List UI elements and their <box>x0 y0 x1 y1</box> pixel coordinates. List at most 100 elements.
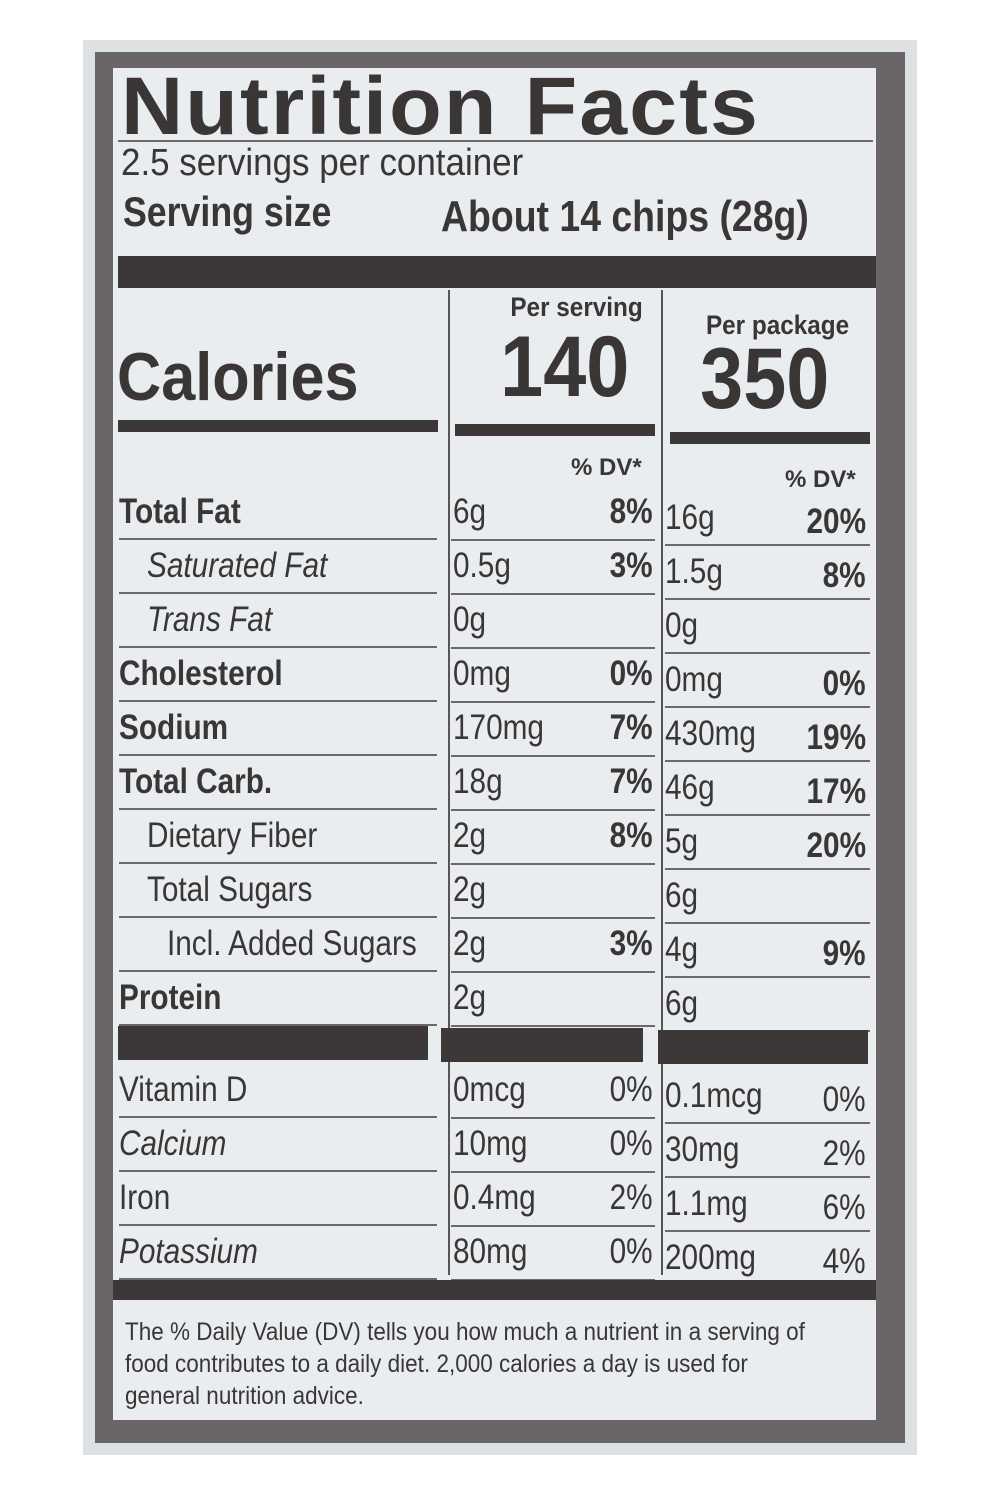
nutrient-name: Sodium <box>119 708 229 747</box>
serving-amount: 170mg <box>453 708 544 747</box>
divider <box>118 140 873 142</box>
serving-amount: 10mg <box>453 1124 528 1163</box>
row-divider <box>119 538 437 540</box>
serving-dv: 3% <box>609 924 653 963</box>
package-dv: 8% <box>822 556 866 595</box>
package-dv: 9% <box>822 934 866 973</box>
thick-bar <box>441 1028 643 1062</box>
nutrient-name: Total Carb. <box>119 762 273 801</box>
package-dv: 2% <box>822 1134 866 1173</box>
serving-amount: 0g <box>453 600 487 639</box>
per-package-header: Per package <box>705 310 850 340</box>
nutrient-name: Trans Fat <box>147 600 273 639</box>
servings-per-container: 2.5 servings per container <box>121 142 524 184</box>
row-divider <box>451 1225 655 1227</box>
row-divider <box>665 1176 870 1178</box>
package-amount: 430mg <box>665 714 756 753</box>
row-divider <box>665 976 870 978</box>
row-divider <box>451 647 655 649</box>
package-amount: 0mg <box>665 660 723 699</box>
nutrient-name: Cholesterol <box>119 654 283 693</box>
nutrient-name: Dietary Fiber <box>147 816 318 855</box>
footnote-line: general nutrition advice. <box>125 1382 364 1410</box>
package-amount: 0.1mcg <box>665 1076 763 1115</box>
row-divider <box>119 754 437 756</box>
serving-amount: 2g <box>453 870 487 909</box>
calories-label: Calories <box>117 339 359 415</box>
serving-dv: 8% <box>609 492 653 531</box>
serving-amount: 0.4mg <box>453 1178 536 1217</box>
row-divider <box>665 814 870 816</box>
package-amount: 5g <box>665 822 699 861</box>
row-divider <box>119 700 437 702</box>
nutrient-name: Protein <box>119 978 222 1017</box>
dv-header-serving: % DV* <box>571 454 642 481</box>
row-divider <box>119 808 437 810</box>
serving-dv: 0% <box>609 654 653 693</box>
serving-dv: 8% <box>609 816 653 855</box>
row-divider <box>451 971 655 973</box>
serving-amount: 18g <box>453 762 503 801</box>
thick-bar <box>118 256 876 288</box>
label-title: Nutrition Facts <box>121 68 761 152</box>
serving-dv: 7% <box>609 708 653 747</box>
thick-bar <box>658 1030 868 1064</box>
row-divider <box>665 760 870 762</box>
serving-size-value: About 14 chips (28g) <box>441 192 809 241</box>
thick-bar <box>118 1026 428 1060</box>
row-divider <box>119 1170 437 1172</box>
package-amount: 6g <box>665 876 699 915</box>
nutrient-name: Total Fat <box>119 492 241 531</box>
package-amount: 30mg <box>665 1130 740 1169</box>
footnote-line: food contributes to a daily diet. 2,000 … <box>125 1350 748 1378</box>
per-serving-header: Per serving <box>510 292 643 322</box>
calories-per-serving: 140 <box>500 319 630 415</box>
nutrient-name: Saturated Fat <box>147 546 328 585</box>
row-divider <box>119 862 437 864</box>
row-divider <box>665 922 870 924</box>
row-divider <box>451 539 655 541</box>
row-divider <box>119 646 437 648</box>
row-divider <box>119 970 437 972</box>
row-divider <box>119 1224 437 1226</box>
serving-amount: 6g <box>453 492 487 531</box>
row-divider <box>451 1171 655 1173</box>
row-divider <box>451 863 655 865</box>
serving-dv: 0% <box>609 1232 653 1271</box>
nutrient-name: Incl. Added Sugars <box>167 924 417 963</box>
serving-size-label: Serving size <box>123 188 332 235</box>
dv-header-package: % DV* <box>785 466 856 493</box>
row-divider <box>451 1117 655 1119</box>
row-divider <box>119 1116 437 1118</box>
serving-dv: 0% <box>609 1124 653 1163</box>
package-amount: 0g <box>665 606 699 645</box>
package-dv: 19% <box>806 718 866 757</box>
calories-per-package: 350 <box>700 331 830 427</box>
nutrient-name: Potassium <box>119 1232 258 1271</box>
row-divider <box>665 1230 870 1232</box>
nutrient-name: Calcium <box>119 1124 227 1163</box>
row-divider <box>665 868 870 870</box>
package-amount: 46g <box>665 768 715 807</box>
package-amount: 1.5g <box>665 552 723 591</box>
serving-amount: 2g <box>453 924 487 963</box>
row-divider <box>665 544 870 546</box>
serving-amount: 0mg <box>453 654 511 693</box>
row-divider <box>665 1122 870 1124</box>
row-divider <box>451 809 655 811</box>
serving-dv: 0% <box>609 1070 653 1109</box>
row-divider <box>451 917 655 919</box>
package-dv: 20% <box>806 826 866 865</box>
package-dv: 0% <box>822 664 866 703</box>
row-divider <box>451 701 655 703</box>
column-divider <box>448 290 450 1275</box>
package-amount: 16g <box>665 498 715 537</box>
nutrition-label: Nutrition Facts 2.5 servings per contain… <box>113 68 876 1420</box>
serving-amount: 80mg <box>453 1232 528 1271</box>
package-dv: 4% <box>822 1242 866 1281</box>
row-divider <box>119 1024 437 1026</box>
package-dv: 20% <box>806 502 866 541</box>
serving-amount: 2g <box>453 978 487 1017</box>
row-divider <box>665 706 870 708</box>
nutrient-name: Iron <box>119 1178 171 1217</box>
